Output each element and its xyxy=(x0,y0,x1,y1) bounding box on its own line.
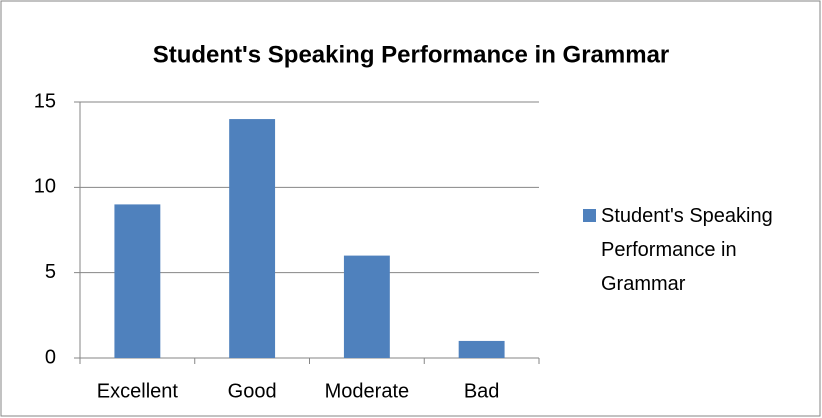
chart-title: Student's Speaking Performance in Gramma… xyxy=(153,41,670,68)
legend-label: Student's Speaking Performance in Gramma… xyxy=(601,205,773,295)
legend-swatch xyxy=(583,209,596,222)
x-tick-label: Moderate xyxy=(325,380,410,402)
bar xyxy=(229,119,276,358)
legend-entry: Student's Speaking Performance in Gramma… xyxy=(601,205,773,295)
bar xyxy=(343,255,390,358)
y-tick-label: 0 xyxy=(45,346,56,368)
y-tick-label: 10 xyxy=(34,176,56,198)
x-tick-label: Excellent xyxy=(97,380,179,402)
y-tick-label: 15 xyxy=(34,90,56,112)
x-tick-label: Good xyxy=(228,380,277,402)
bar xyxy=(458,340,505,358)
bar xyxy=(114,204,161,358)
x-tick-label: Bad xyxy=(464,380,500,402)
y-tick-label: 5 xyxy=(45,261,56,283)
